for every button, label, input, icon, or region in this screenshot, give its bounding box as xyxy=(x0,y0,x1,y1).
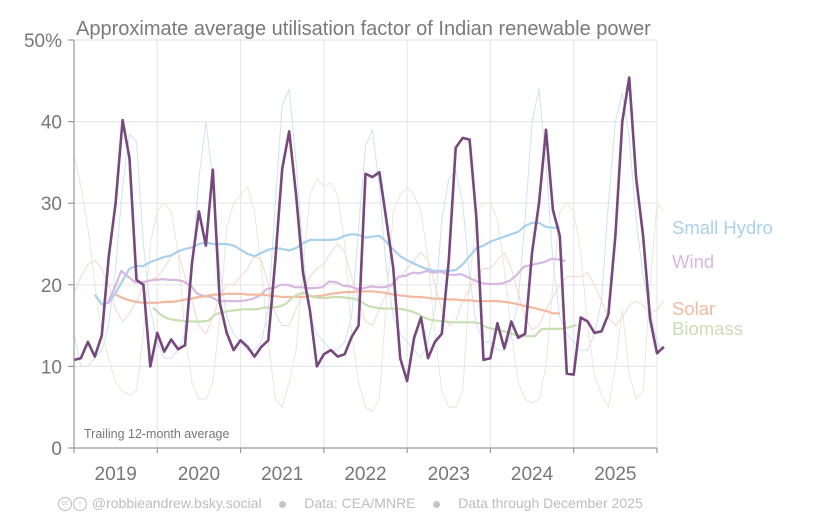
legend-label-wind: Wind xyxy=(672,251,714,272)
separator-dot xyxy=(433,500,441,508)
x-tick-label: 2022 xyxy=(344,464,386,485)
series-line-biomass-monthly xyxy=(73,154,665,412)
separator-dot xyxy=(279,500,287,508)
x-tick-label: 2025 xyxy=(594,464,636,485)
x-tick-label: 2019 xyxy=(95,464,137,485)
x-tick-label: 2023 xyxy=(428,464,470,485)
data-source: Data: CEA/MNRE xyxy=(304,495,416,511)
chart-title: Approximate average utilisation factor o… xyxy=(76,18,651,40)
author-handle: @robbieandrew.bsky.social xyxy=(91,495,262,511)
y-tick-label: 20 xyxy=(41,276,62,297)
x-tick-label: 2020 xyxy=(178,464,220,485)
series-line-small-hydro xyxy=(93,221,560,306)
annotation-trailing-average: Trailing 12-month average xyxy=(84,427,229,441)
cc-license-icon: cc xyxy=(58,497,72,512)
y-tick-label: 40 xyxy=(41,113,62,134)
legend-label-solar: Solar xyxy=(672,298,715,319)
legend-label-small-hydro: Small Hydro xyxy=(672,217,773,238)
y-axis-ticks: 0 10 20 30 40 50% xyxy=(24,31,74,460)
series-line-wind-monthly xyxy=(73,76,665,383)
series-line-biomass xyxy=(152,291,577,338)
by-attribution-icon: i xyxy=(73,497,87,512)
grid xyxy=(74,39,658,448)
y-tick-label: 50% xyxy=(24,31,62,52)
series-line-wind xyxy=(106,257,566,305)
footer: cc i @robbieandrew.bsky.social Data: CEA/… xyxy=(58,495,643,512)
y-tick-label: 0 xyxy=(51,439,62,460)
y-tick-label: 30 xyxy=(41,194,62,215)
trailing-average-lines xyxy=(73,76,665,383)
x-tick-label: 2024 xyxy=(511,464,554,485)
data-through: Data through December 2025 xyxy=(458,495,643,511)
x-tick-label: 2021 xyxy=(261,464,303,485)
y-tick-label: 10 xyxy=(41,357,62,378)
axes xyxy=(73,40,657,449)
x-axis-ticks: 2019 2020 2021 2022 2023 2024 2025 xyxy=(73,448,658,485)
legend-label-biomass: Biomass xyxy=(672,318,743,339)
